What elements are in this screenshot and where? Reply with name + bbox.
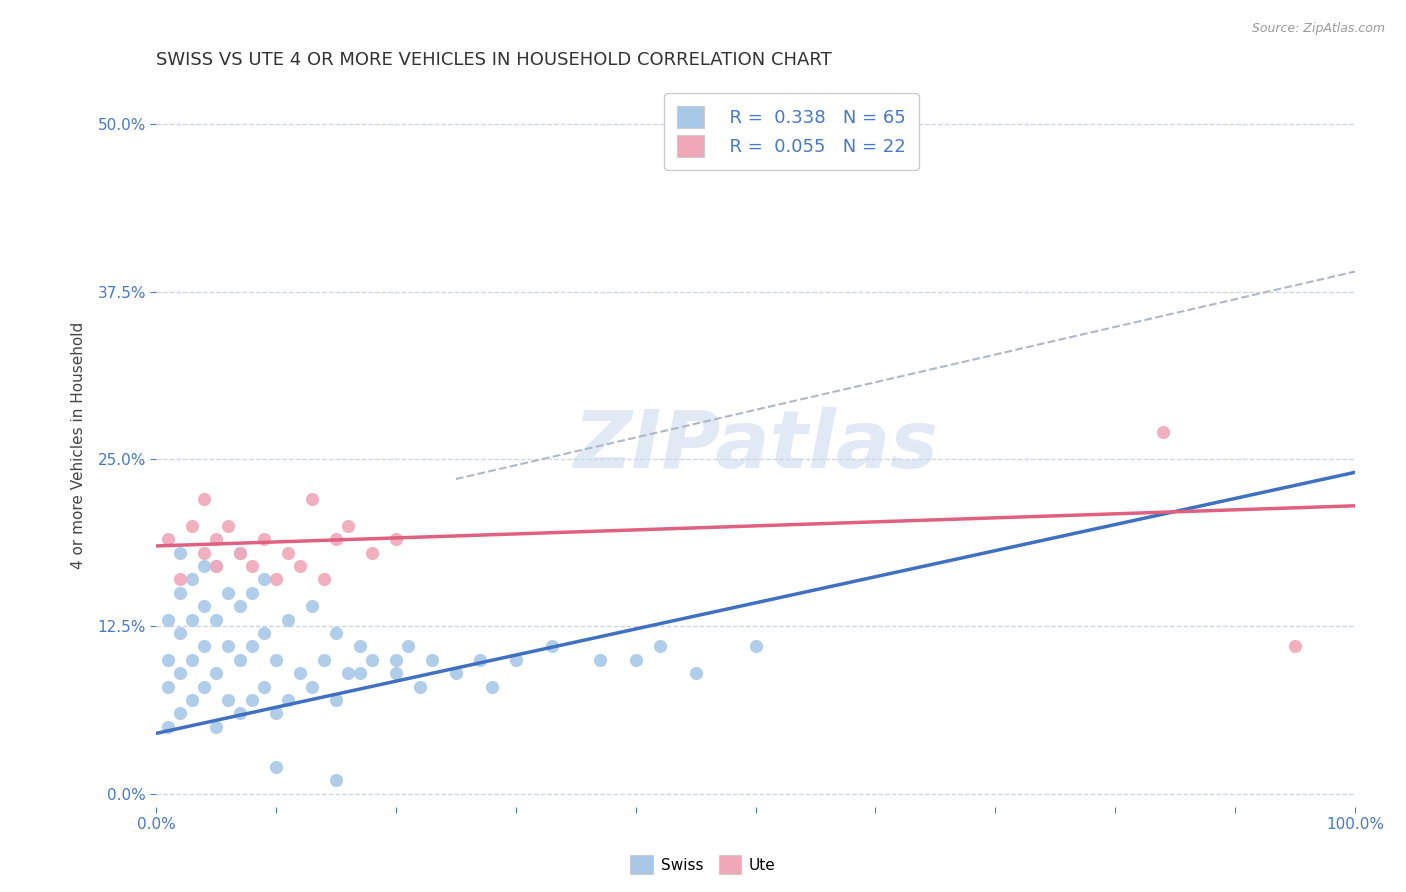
Point bbox=[277, 613, 299, 627]
Point bbox=[277, 693, 299, 707]
Point bbox=[385, 666, 408, 681]
Point bbox=[648, 640, 671, 654]
Text: ZIPatlas: ZIPatlas bbox=[574, 407, 938, 484]
Point bbox=[240, 640, 263, 654]
Point bbox=[181, 573, 204, 587]
Point bbox=[264, 760, 287, 774]
Point bbox=[157, 680, 180, 694]
Point bbox=[264, 573, 287, 587]
Point bbox=[193, 680, 215, 694]
Point bbox=[253, 680, 276, 694]
Point bbox=[205, 533, 228, 547]
Legend: Swiss, Ute: Swiss, Ute bbox=[624, 849, 782, 880]
Point bbox=[540, 640, 562, 654]
Point bbox=[169, 706, 191, 721]
Point bbox=[325, 533, 347, 547]
Point bbox=[157, 613, 180, 627]
Point bbox=[229, 546, 252, 560]
Point bbox=[240, 586, 263, 600]
Point bbox=[288, 666, 311, 681]
Point bbox=[385, 653, 408, 667]
Point bbox=[217, 519, 239, 533]
Point bbox=[288, 559, 311, 574]
Point bbox=[157, 533, 180, 547]
Legend:   R =  0.338   N = 65,   R =  0.055   N = 22: R = 0.338 N = 65, R = 0.055 N = 22 bbox=[664, 93, 920, 169]
Point bbox=[253, 533, 276, 547]
Point bbox=[301, 599, 323, 614]
Point bbox=[229, 546, 252, 560]
Point bbox=[409, 680, 432, 694]
Point bbox=[169, 546, 191, 560]
Point bbox=[481, 680, 503, 694]
Point bbox=[169, 626, 191, 640]
Point bbox=[229, 706, 252, 721]
Point bbox=[277, 546, 299, 560]
Point bbox=[229, 653, 252, 667]
Point bbox=[181, 613, 204, 627]
Point bbox=[264, 706, 287, 721]
Point bbox=[169, 573, 191, 587]
Point bbox=[325, 693, 347, 707]
Point bbox=[217, 586, 239, 600]
Point bbox=[193, 546, 215, 560]
Point bbox=[301, 680, 323, 694]
Point bbox=[240, 559, 263, 574]
Y-axis label: 4 or more Vehicles in Household: 4 or more Vehicles in Household bbox=[72, 322, 86, 569]
Point bbox=[205, 666, 228, 681]
Point bbox=[193, 492, 215, 507]
Point bbox=[468, 653, 491, 667]
Point bbox=[205, 559, 228, 574]
Point bbox=[193, 640, 215, 654]
Point bbox=[205, 613, 228, 627]
Point bbox=[396, 640, 419, 654]
Point bbox=[349, 640, 371, 654]
Point bbox=[685, 666, 707, 681]
Point bbox=[505, 653, 527, 667]
Point bbox=[181, 653, 204, 667]
Text: SWISS VS UTE 4 OR MORE VEHICLES IN HOUSEHOLD CORRELATION CHART: SWISS VS UTE 4 OR MORE VEHICLES IN HOUSE… bbox=[156, 51, 832, 69]
Point bbox=[349, 666, 371, 681]
Point bbox=[361, 653, 384, 667]
Point bbox=[205, 559, 228, 574]
Point bbox=[337, 519, 360, 533]
Point bbox=[444, 666, 467, 681]
Point bbox=[193, 599, 215, 614]
Point bbox=[253, 573, 276, 587]
Point bbox=[325, 773, 347, 788]
Point bbox=[157, 720, 180, 734]
Point bbox=[217, 693, 239, 707]
Point bbox=[181, 519, 204, 533]
Point bbox=[1152, 425, 1174, 439]
Point bbox=[1284, 640, 1306, 654]
Point bbox=[385, 533, 408, 547]
Point bbox=[169, 666, 191, 681]
Point bbox=[193, 559, 215, 574]
Point bbox=[157, 653, 180, 667]
Point bbox=[205, 720, 228, 734]
Point bbox=[264, 653, 287, 667]
Point bbox=[240, 693, 263, 707]
Point bbox=[217, 640, 239, 654]
Point bbox=[589, 653, 612, 667]
Point bbox=[314, 653, 336, 667]
Point bbox=[169, 586, 191, 600]
Point bbox=[325, 626, 347, 640]
Point bbox=[361, 546, 384, 560]
Point bbox=[181, 693, 204, 707]
Point bbox=[314, 573, 336, 587]
Point bbox=[624, 653, 647, 667]
Point bbox=[337, 666, 360, 681]
Point bbox=[420, 653, 443, 667]
Point bbox=[301, 492, 323, 507]
Point bbox=[253, 626, 276, 640]
Point bbox=[229, 599, 252, 614]
Point bbox=[744, 640, 766, 654]
Text: Source: ZipAtlas.com: Source: ZipAtlas.com bbox=[1251, 22, 1385, 36]
